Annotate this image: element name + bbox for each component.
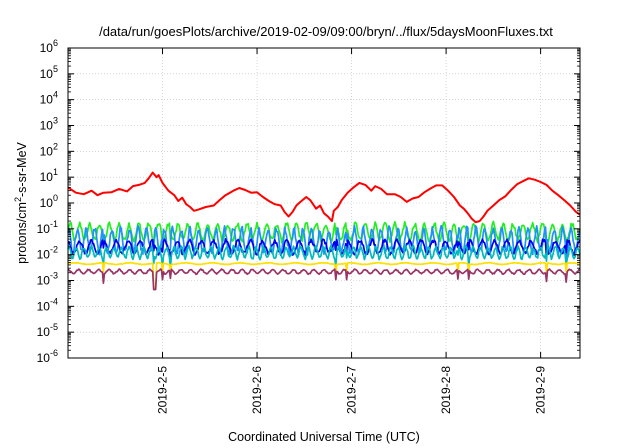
y-tick-mantissa: 10 xyxy=(37,351,51,365)
y-tick-label: 10-4 xyxy=(37,296,58,313)
y-tick-exponent: 1 xyxy=(53,167,58,177)
y-axis-title: protons/cm2-s-sr-MeV xyxy=(13,141,29,263)
y-axis-title-base: protons/cm xyxy=(15,202,29,264)
x-axis-title: Coordinated Universal Time (UTC) xyxy=(228,430,420,444)
y-tick-mantissa: 10 xyxy=(37,274,51,288)
y-tick-exponent: -5 xyxy=(50,322,58,332)
y-tick-exponent: -6 xyxy=(50,348,58,358)
y-tick-label: 10-1 xyxy=(37,219,58,236)
y-tick-mantissa: 10 xyxy=(40,144,54,158)
y-tick-label: 102 xyxy=(40,141,58,158)
y-tick-exponent: 0 xyxy=(53,193,58,203)
y-tick-exponent: -1 xyxy=(50,219,58,229)
x-tick-label: 2019-2-8 xyxy=(439,366,453,414)
y-tick-mantissa: 10 xyxy=(40,93,54,107)
y-tick-label: 101 xyxy=(40,167,58,184)
y-tick-mantissa: 10 xyxy=(37,248,51,262)
y-tick-label: 10-3 xyxy=(37,271,58,288)
y-tick-exponent: 4 xyxy=(53,90,58,100)
y-tick-mantissa: 10 xyxy=(37,222,51,236)
y-tick-exponent: -3 xyxy=(50,271,58,281)
y-tick-mantissa: 10 xyxy=(40,119,54,133)
y-tick-exponent: 5 xyxy=(53,64,58,74)
series-line xyxy=(67,268,581,291)
grid xyxy=(68,47,580,359)
series-line xyxy=(67,244,581,270)
y-tick-mantissa: 10 xyxy=(40,170,54,184)
y-tick-mantissa: 10 xyxy=(40,67,54,81)
y-tick-label: 103 xyxy=(40,116,58,133)
y-tick-label: 10-5 xyxy=(37,322,58,339)
x-tick-label: 2019-2-5 xyxy=(156,366,170,414)
x-tick-label: 2019-2-9 xyxy=(534,366,548,414)
y-axis-title-sup: 2 xyxy=(13,197,23,202)
y-tick-label: 10-6 xyxy=(37,348,58,365)
series-lines xyxy=(67,171,581,291)
series-line xyxy=(67,238,581,262)
y-axis-ticks: 10-610-510-410-310-210-11001011021031041… xyxy=(37,38,580,365)
y-tick-label: 104 xyxy=(40,90,58,107)
y-tick-exponent: -4 xyxy=(50,296,58,306)
y-tick-exponent: 6 xyxy=(53,38,58,48)
y-tick-exponent: -2 xyxy=(50,245,58,255)
y-tick-mantissa: 10 xyxy=(40,196,54,210)
x-tick-label: 2019-2-6 xyxy=(250,366,264,414)
y-axis-title-rest: -s-sr-MeV xyxy=(15,141,29,197)
y-tick-mantissa: 10 xyxy=(37,325,51,339)
x-axis-ticks: 2019-2-5 2019-2-6 2019-2-7 2019-2-8 2019-2-9 xyxy=(156,48,548,414)
series-line xyxy=(67,171,581,224)
y-tick-label: 106 xyxy=(40,38,58,55)
y-tick-mantissa: 10 xyxy=(40,41,54,55)
y-tick-exponent: 2 xyxy=(53,141,58,151)
y-tick-exponent: 3 xyxy=(53,116,58,126)
y-tick-label: 10-2 xyxy=(37,245,58,262)
x-tick-label: 2019-2-7 xyxy=(345,366,359,414)
y-tick-label: 100 xyxy=(40,193,58,210)
y-tick-mantissa: 10 xyxy=(37,299,51,313)
y-tick-label: 105 xyxy=(40,64,58,81)
chart-title: /data/run/goesPlots/archive/2019-02-09/0… xyxy=(99,24,553,39)
series-line xyxy=(68,261,581,291)
